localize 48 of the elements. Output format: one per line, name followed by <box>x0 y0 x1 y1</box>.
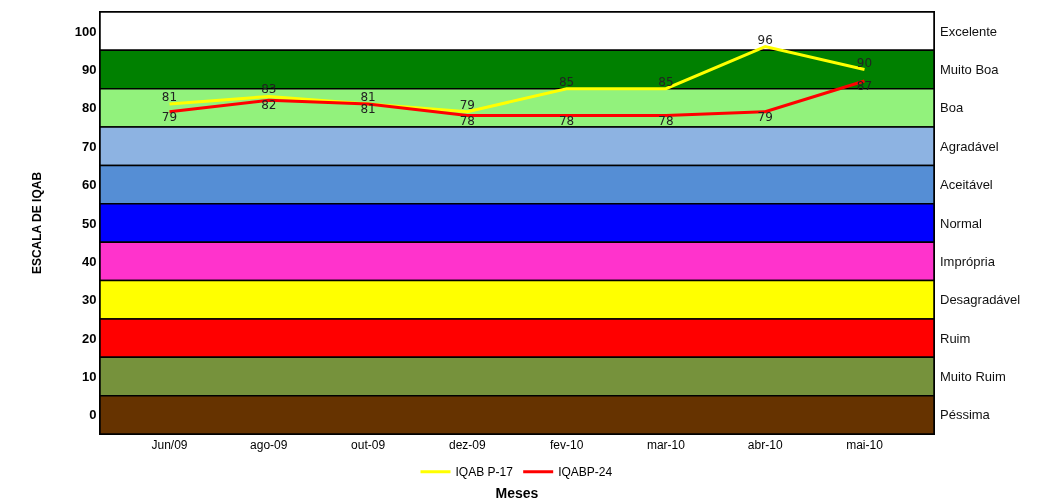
x-tick-label: ago-09 <box>250 438 288 453</box>
data-label: 85 <box>658 74 674 89</box>
data-label: 79 <box>459 97 475 112</box>
band-label: Normal <box>940 216 983 231</box>
y-tick-label: 0 <box>89 407 97 423</box>
y-tick-label: 60 <box>81 177 97 193</box>
y-tick-label: 10 <box>81 369 97 384</box>
x-axis-title: Meses <box>495 484 539 501</box>
data-label: 90 <box>856 55 873 70</box>
x-tick-label: out-09 <box>351 438 386 453</box>
y-tick-label: 90 <box>81 62 97 78</box>
band-label: Péssima <box>940 407 991 422</box>
y-tick-label: 80 <box>81 100 97 116</box>
data-label: 78 <box>459 113 475 128</box>
y-tick-label: 40 <box>81 253 97 269</box>
x-tick-label: Jun/09 <box>151 438 188 453</box>
y-tick-label: 50 <box>81 215 97 231</box>
band-label: Desagradável <box>940 292 1021 307</box>
data-label: 79 <box>757 109 773 124</box>
x-tick-label: dez-09 <box>449 438 487 453</box>
legend-label: IQABP-24 <box>558 465 613 480</box>
data-label: 78 <box>559 113 575 128</box>
data-label: 81 <box>360 102 376 117</box>
band-label: Agradável <box>940 139 999 154</box>
legend-label: IQAB P-17 <box>455 465 514 480</box>
data-label: 85 <box>559 74 575 89</box>
data-label: 81 <box>360 90 376 105</box>
x-tick-label: mar-10 <box>646 438 686 453</box>
data-label: 81 <box>161 90 178 105</box>
y-tick-label: 100 <box>74 23 97 39</box>
band-label: Aceitável <box>940 177 993 192</box>
x-tick-label: fev-10 <box>549 438 584 453</box>
band-label: Imprópria <box>940 254 996 269</box>
band-label: Muito Ruim <box>940 369 1006 384</box>
band-label: Muito Boa <box>940 62 1000 77</box>
data-label: 82 <box>261 98 277 113</box>
y-axis-title: ESCALA DE IQAB <box>30 171 44 275</box>
x-tick-label: mai-10 <box>846 438 884 453</box>
band-label: Ruim <box>940 331 971 346</box>
band-label: Excelente <box>940 24 998 39</box>
y-tick-label: 30 <box>81 292 97 308</box>
y-tick-label: 70 <box>81 138 97 154</box>
band-label: Boa <box>940 100 964 115</box>
y-tick-label: 20 <box>81 330 97 346</box>
x-tick-label: abr-10 <box>747 438 783 453</box>
data-label: 96 <box>757 32 773 47</box>
data-label: 78 <box>658 113 674 128</box>
data-label: 79 <box>161 109 178 124</box>
